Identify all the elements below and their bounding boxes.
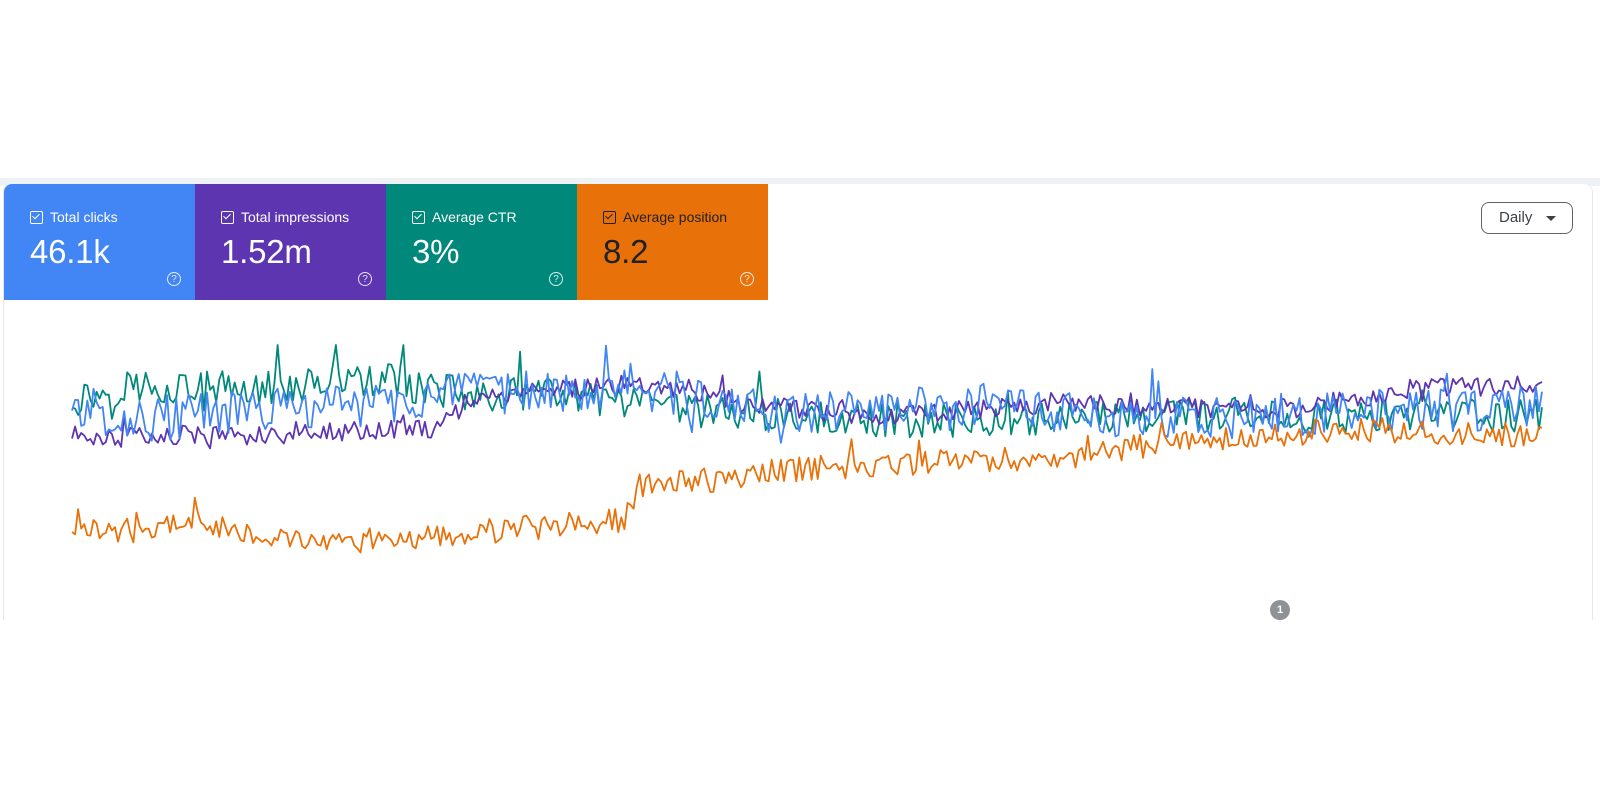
annotation-marker[interactable]: 1 xyxy=(1270,600,1290,620)
help-icon[interactable]: ? xyxy=(167,272,181,286)
dropdown-label: Daily xyxy=(1499,209,1533,226)
page-divider xyxy=(0,178,1600,186)
card-average-position[interactable]: Average position 8.2 ? xyxy=(577,184,768,300)
card-value: 8.2 xyxy=(603,233,649,270)
help-icon[interactable]: ? xyxy=(740,272,754,286)
series-line-3 xyxy=(71,417,1543,554)
card-average-ctr[interactable]: Average CTR 3% ? xyxy=(386,184,577,300)
card-label: Average position xyxy=(623,209,728,225)
card-value: 46.1k xyxy=(30,233,110,270)
series-line-2 xyxy=(71,344,1543,444)
series-line-1 xyxy=(71,374,1543,450)
card-label: Total clicks xyxy=(50,209,118,225)
metric-cards: Total clicks 46.1k ? Total impressions 1… xyxy=(4,184,768,300)
card-total-clicks[interactable]: Total clicks 46.1k ? xyxy=(4,184,195,300)
help-icon[interactable]: ? xyxy=(549,272,563,286)
card-value: 3% xyxy=(412,233,460,270)
help-icon[interactable]: ? xyxy=(358,272,372,286)
checkbox-checked-icon[interactable] xyxy=(30,210,43,224)
card-value: 1.52m xyxy=(221,233,312,270)
caret-down-icon xyxy=(1546,216,1556,221)
checkbox-checked-icon[interactable] xyxy=(603,210,616,224)
granularity-dropdown[interactable]: Daily xyxy=(1481,202,1573,234)
series-line-0 xyxy=(71,344,1543,439)
checkbox-checked-icon[interactable] xyxy=(221,210,234,224)
performance-panel: Total clicks 46.1k ? Total impressions 1… xyxy=(4,184,1592,620)
card-total-impressions[interactable]: Total impressions 1.52m ? xyxy=(195,184,386,300)
checkbox-checked-icon[interactable] xyxy=(412,210,425,224)
card-label: Average CTR xyxy=(432,209,517,225)
card-label: Total impressions xyxy=(241,209,350,225)
